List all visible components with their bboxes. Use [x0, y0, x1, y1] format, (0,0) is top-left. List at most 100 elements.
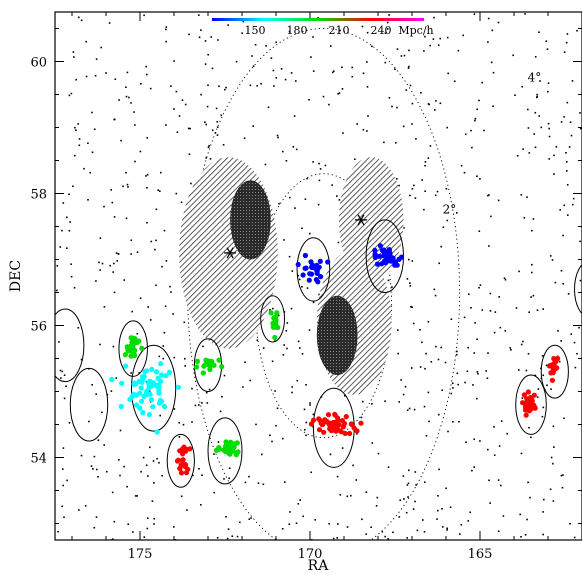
field-point: [365, 491, 368, 493]
field-point: [344, 395, 346, 397]
field-point: [270, 57, 273, 59]
cluster-point: [322, 417, 328, 423]
field-point: [70, 263, 72, 265]
field-point: [113, 262, 115, 265]
field-point: [451, 382, 454, 384]
field-point: [559, 209, 561, 211]
field-point: [392, 531, 394, 534]
field-point: [275, 77, 278, 79]
field-point: [252, 65, 255, 68]
field-point: [317, 17, 319, 19]
field-point: [159, 414, 161, 417]
field-point: [518, 270, 520, 273]
field-point: [402, 475, 405, 477]
cluster-point: [302, 265, 308, 271]
field-point: [275, 424, 277, 427]
field-point: [282, 354, 285, 356]
field-point: [415, 138, 417, 140]
cluster-point: [194, 358, 200, 364]
field-point: [286, 347, 288, 350]
field-point: [427, 157, 430, 159]
field-point: [289, 196, 291, 199]
cluster-point: [158, 361, 164, 367]
field-point: [109, 264, 111, 267]
field-point: [553, 154, 555, 157]
cluster-point: [187, 446, 193, 452]
field-point: [565, 152, 567, 154]
field-point: [337, 523, 339, 525]
field-point: [447, 430, 449, 433]
field-point: [194, 404, 197, 407]
field-point: [85, 40, 87, 43]
cluster-point: [523, 412, 529, 418]
field-point: [441, 389, 443, 391]
cluster-point: [132, 352, 138, 359]
field-point: [547, 90, 549, 93]
field-point: [248, 475, 250, 478]
field-point: [423, 531, 426, 533]
cluster-point: [340, 424, 346, 430]
star-stroke: [226, 247, 234, 259]
field-point: [142, 456, 145, 459]
field-point: [354, 158, 356, 160]
cluster-point: [159, 372, 165, 378]
field-point: [302, 515, 304, 518]
field-point: [118, 99, 120, 101]
field-point: [531, 271, 533, 274]
field-point: [466, 370, 469, 373]
field-point: [275, 41, 277, 44]
field-point: [490, 61, 493, 64]
field-point: [573, 536, 576, 539]
field-point: [111, 491, 114, 494]
field-point: [284, 481, 286, 483]
field-point: [566, 184, 569, 186]
cluster-point: [154, 429, 160, 435]
field-point: [567, 293, 570, 295]
cluster-point: [130, 344, 136, 350]
field-point: [95, 58, 98, 60]
field-point: [536, 96, 538, 99]
field-point: [68, 229, 71, 232]
cluster-point: [316, 427, 323, 433]
field-point: [276, 134, 279, 137]
field-point: [336, 195, 338, 197]
field-point: [297, 340, 300, 343]
cluster-point: [146, 379, 152, 386]
field-point: [446, 36, 449, 39]
field-point: [178, 422, 181, 424]
field-point: [566, 170, 568, 172]
field-point: [213, 491, 215, 494]
field-point: [406, 409, 409, 411]
field-point: [476, 175, 478, 177]
field-point: [305, 434, 307, 437]
field-point: [261, 453, 263, 456]
field-point: [469, 511, 471, 514]
field-point: [105, 72, 107, 74]
open-circle: [574, 264, 582, 315]
cluster-point: [194, 364, 200, 370]
field-point: [231, 535, 234, 537]
field-point: [99, 269, 101, 271]
field-point: [146, 173, 149, 176]
field-point: [346, 526, 349, 528]
field-point: [450, 318, 453, 320]
field-point: [198, 404, 200, 406]
field-point: [579, 240, 581, 243]
field-point: [437, 495, 439, 497]
field-point: [538, 115, 540, 117]
star-marker: [355, 214, 367, 226]
field-point: [191, 387, 193, 390]
field-point: [145, 175, 147, 177]
field-point: [188, 33, 190, 36]
field-point: [216, 126, 219, 128]
field-point: [103, 306, 106, 308]
field-point: [413, 184, 415, 187]
field-point: [305, 384, 307, 386]
field-point: [449, 506, 452, 508]
field-point: [173, 60, 175, 62]
field-point: [387, 28, 389, 30]
field-point: [498, 445, 501, 447]
field-point: [439, 37, 441, 40]
field-point: [337, 93, 339, 95]
field-point: [476, 397, 478, 400]
